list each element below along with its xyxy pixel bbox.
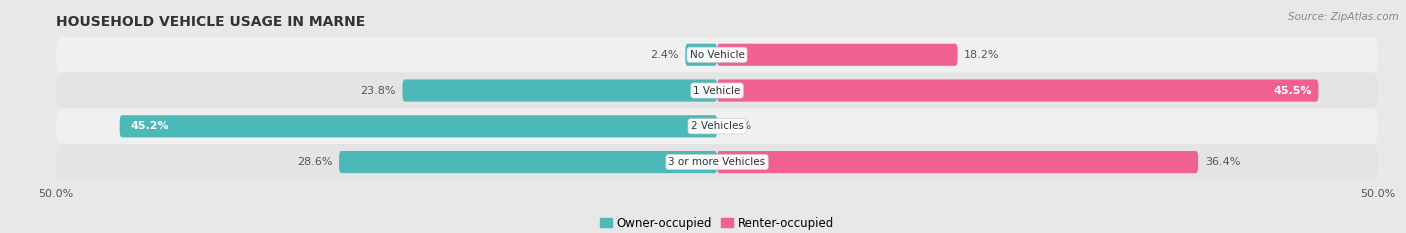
Text: No Vehicle: No Vehicle	[689, 50, 745, 60]
Text: Source: ZipAtlas.com: Source: ZipAtlas.com	[1288, 12, 1399, 22]
Text: 23.8%: 23.8%	[360, 86, 396, 96]
FancyBboxPatch shape	[339, 151, 717, 173]
Text: HOUSEHOLD VEHICLE USAGE IN MARNE: HOUSEHOLD VEHICLE USAGE IN MARNE	[56, 15, 366, 29]
Text: 2.4%: 2.4%	[650, 50, 679, 60]
Text: 3 or more Vehicles: 3 or more Vehicles	[668, 157, 766, 167]
Text: 18.2%: 18.2%	[965, 50, 1000, 60]
Text: 0.0%: 0.0%	[724, 121, 752, 131]
FancyBboxPatch shape	[56, 37, 1378, 73]
Text: 28.6%: 28.6%	[297, 157, 332, 167]
FancyBboxPatch shape	[717, 44, 957, 66]
FancyBboxPatch shape	[402, 79, 717, 102]
FancyBboxPatch shape	[56, 144, 1378, 180]
FancyBboxPatch shape	[685, 44, 717, 66]
Text: 45.2%: 45.2%	[131, 121, 169, 131]
FancyBboxPatch shape	[56, 73, 1378, 108]
FancyBboxPatch shape	[717, 151, 1198, 173]
Text: 1 Vehicle: 1 Vehicle	[693, 86, 741, 96]
Text: 36.4%: 36.4%	[1205, 157, 1240, 167]
FancyBboxPatch shape	[120, 115, 717, 137]
Text: 2 Vehicles: 2 Vehicles	[690, 121, 744, 131]
Legend: Owner-occupied, Renter-occupied: Owner-occupied, Renter-occupied	[595, 212, 839, 233]
FancyBboxPatch shape	[56, 108, 1378, 144]
Text: 45.5%: 45.5%	[1274, 86, 1312, 96]
FancyBboxPatch shape	[717, 79, 1319, 102]
